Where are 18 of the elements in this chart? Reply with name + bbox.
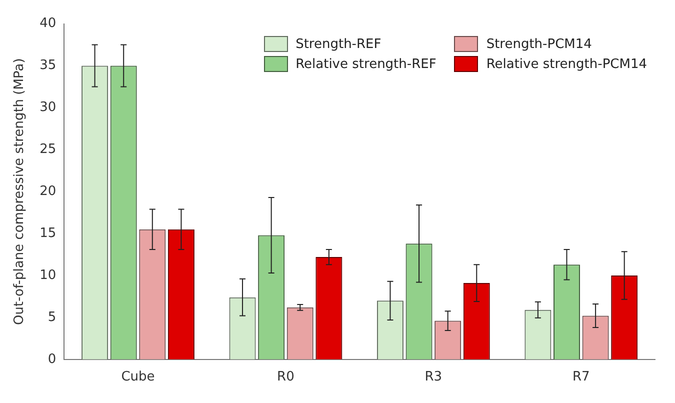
y-tick-label: 10	[40, 268, 56, 283]
legend-label: Relative strength-REF	[296, 56, 436, 72]
legend-label: Strength-PCM14	[486, 36, 592, 52]
legend-label: Relative strength-PCM14	[486, 56, 647, 72]
x-tick-label: R7	[572, 370, 590, 385]
y-tick-label: 5	[48, 310, 56, 325]
y-tick-label: 15	[40, 226, 56, 241]
y-tick-label: 30	[40, 100, 56, 116]
y-tick-label: 0	[48, 352, 56, 367]
y-tick-label: 25	[40, 142, 56, 158]
x-tick-label: R3	[424, 370, 442, 385]
y-tick-label: 35	[40, 58, 56, 74]
x-tick-label: R0	[277, 370, 294, 385]
y-tick-label: 40	[40, 16, 56, 32]
y-axis-title: Out-of-plane compressive strength (MPa)	[12, 58, 28, 325]
legend-label: Strength-REF	[296, 36, 382, 52]
y-tick-label: 20	[40, 184, 56, 199]
x-tick-label: Cube	[121, 370, 155, 385]
